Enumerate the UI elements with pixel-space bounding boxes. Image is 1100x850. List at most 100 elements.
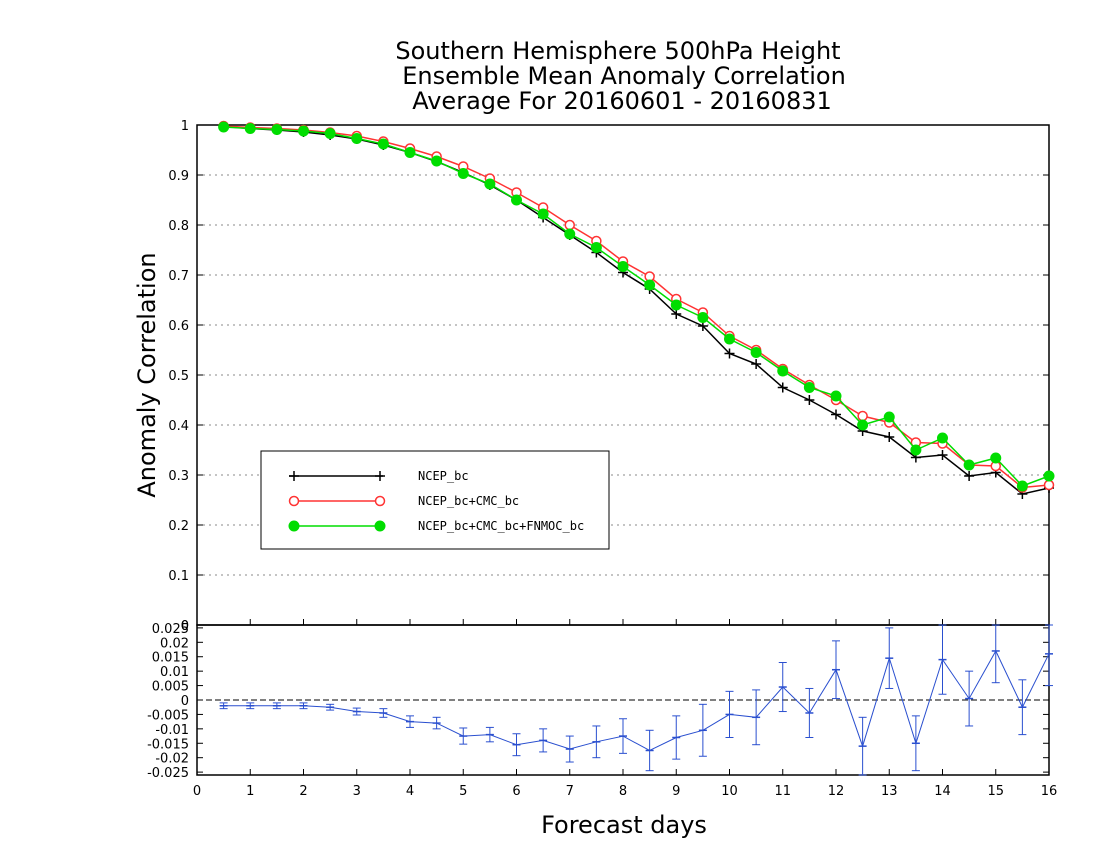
diff-y-tick-label: -0.015 <box>147 737 189 752</box>
y-tick-label: 0.3 <box>168 469 189 484</box>
y-tick-label: 0.5 <box>168 369 189 384</box>
y-tick-label: 0.4 <box>168 419 189 434</box>
data-point-filled-circle <box>271 124 283 135</box>
data-point-filled-circle <box>484 178 496 190</box>
data-point-filled-circle <box>910 444 922 456</box>
data-point-open-circle <box>857 410 868 422</box>
error-bar <box>858 716 867 776</box>
data-point-plus <box>751 359 762 369</box>
data-point-filled-circle <box>590 242 602 253</box>
error-bar <box>352 707 361 716</box>
data-point-filled-circle <box>724 333 735 345</box>
series-line <box>223 126 1050 487</box>
data-point-filled-circle <box>990 452 1002 464</box>
series-2 <box>218 120 1055 493</box>
main-plot-panel: 0 0.1 0.2 0.3 0.4 0.5 0.6 0.7 0.8 0.9 1 <box>168 119 1055 634</box>
error-bar <box>938 624 947 695</box>
error-bar <box>778 662 787 713</box>
error-bar <box>832 640 840 700</box>
x-tick-label: 8 <box>619 784 627 799</box>
difference-series <box>219 624 1053 776</box>
series-line <box>223 125 1050 489</box>
data-point-filled-circle <box>830 390 842 402</box>
data-point-filled-circle <box>777 365 789 377</box>
diff-y-tick-label: -0.02 <box>155 752 189 767</box>
y-tick-label: 0.2 <box>168 519 189 534</box>
x-tick-label: 7 <box>566 784 574 799</box>
data-point-filled-circle <box>1043 470 1055 482</box>
error-bar <box>592 725 601 759</box>
error-bar <box>326 703 335 711</box>
difference-plot-panel: -0.025-0.02-0.015-0.01-0.00500.0050.010.… <box>147 619 1057 799</box>
data-point-plus <box>289 471 299 481</box>
data-point-open-circle <box>288 495 300 507</box>
error-bar <box>911 715 920 772</box>
legend-box <box>260 450 610 550</box>
chart-title-line-2: Ensemble Mean Anomaly Correlation <box>402 62 846 90</box>
data-point-filled-circle <box>963 459 975 471</box>
data-point-filled-circle <box>697 312 709 323</box>
error-bar <box>539 728 548 753</box>
data-point-filled-circle <box>288 520 300 532</box>
x-tick-label: 0 <box>193 784 201 799</box>
x-tick-label: 6 <box>512 784 520 799</box>
y-tick-label: 0.9 <box>168 169 189 184</box>
error-bar <box>725 690 734 738</box>
data-point-plus <box>937 450 948 460</box>
error-bar <box>406 715 414 728</box>
data-point-plus <box>671 309 682 319</box>
diff-y-tick-label: 0.025 <box>152 622 189 637</box>
data-point-filled-circle <box>564 228 576 240</box>
data-point-filled-circle <box>883 411 895 423</box>
data-point-filled-circle <box>537 208 549 220</box>
diff-top-tick-label: 0 <box>181 619 189 634</box>
error-bar <box>619 718 627 754</box>
y-tick-label: 0.6 <box>168 319 189 334</box>
legend-label: NCEP_bc+CMC_bc+FNMOC_bc <box>418 519 584 533</box>
error-bar <box>246 702 255 710</box>
data-point-filled-circle <box>351 133 363 144</box>
data-point-plus <box>884 432 895 442</box>
error-bar <box>485 726 494 743</box>
y-tick-label: 0.8 <box>168 219 189 234</box>
y-tick-label: 0.1 <box>168 569 189 584</box>
error-bar <box>459 727 468 745</box>
error-bar <box>299 702 308 710</box>
data-point-filled-circle <box>324 128 336 139</box>
error-bar <box>965 670 974 727</box>
chart-title: Southern Hemisphere 500hPa Height Ensemb… <box>395 37 845 115</box>
y-tick-label: 1 <box>181 119 189 134</box>
diff-y-tick-label: -0.005 <box>147 708 189 723</box>
error-bar <box>672 715 681 760</box>
error-bar <box>272 702 281 710</box>
error-bar <box>565 735 574 763</box>
data-point-filled-circle <box>374 520 386 532</box>
diff-y-tick-label: 0.015 <box>152 651 189 666</box>
data-point-plus <box>724 348 735 359</box>
data-point-filled-circle <box>644 279 656 291</box>
error-bar <box>379 708 388 718</box>
diff-y-tick-label: 0.005 <box>152 680 189 695</box>
x-tick-label: 3 <box>353 784 361 799</box>
data-point-filled-circle <box>617 261 629 272</box>
x-tick-label: 14 <box>934 784 951 799</box>
y-tick-label: 0 <box>181 619 189 634</box>
data-point-filled-circle <box>298 125 309 137</box>
data-point-filled-circle <box>377 138 389 150</box>
x-tick-label: 15 <box>987 784 1004 799</box>
data-point-filled-circle <box>218 121 230 133</box>
legend-item: NCEP_bc <box>289 469 469 483</box>
error-bar <box>645 729 654 772</box>
diff-y-tick-label: -0.01 <box>155 723 189 738</box>
difference-line <box>223 649 1050 752</box>
data-point-open-circle <box>374 495 386 507</box>
y-tick-label: 0.7 <box>168 269 189 284</box>
legend: NCEP_bc NCEP_bc+CMC_bc NCEP_bc+CMC_bc+FNMO… <box>260 450 610 550</box>
error-bar <box>512 733 521 757</box>
data-point-filled-circle <box>244 123 256 134</box>
data-point-filled-circle <box>803 382 815 393</box>
series-line <box>223 125 1050 495</box>
data-point-plus <box>831 409 841 420</box>
error-bar <box>1018 679 1027 736</box>
legend-item: NCEP_bc+CMC_bc <box>288 494 519 508</box>
